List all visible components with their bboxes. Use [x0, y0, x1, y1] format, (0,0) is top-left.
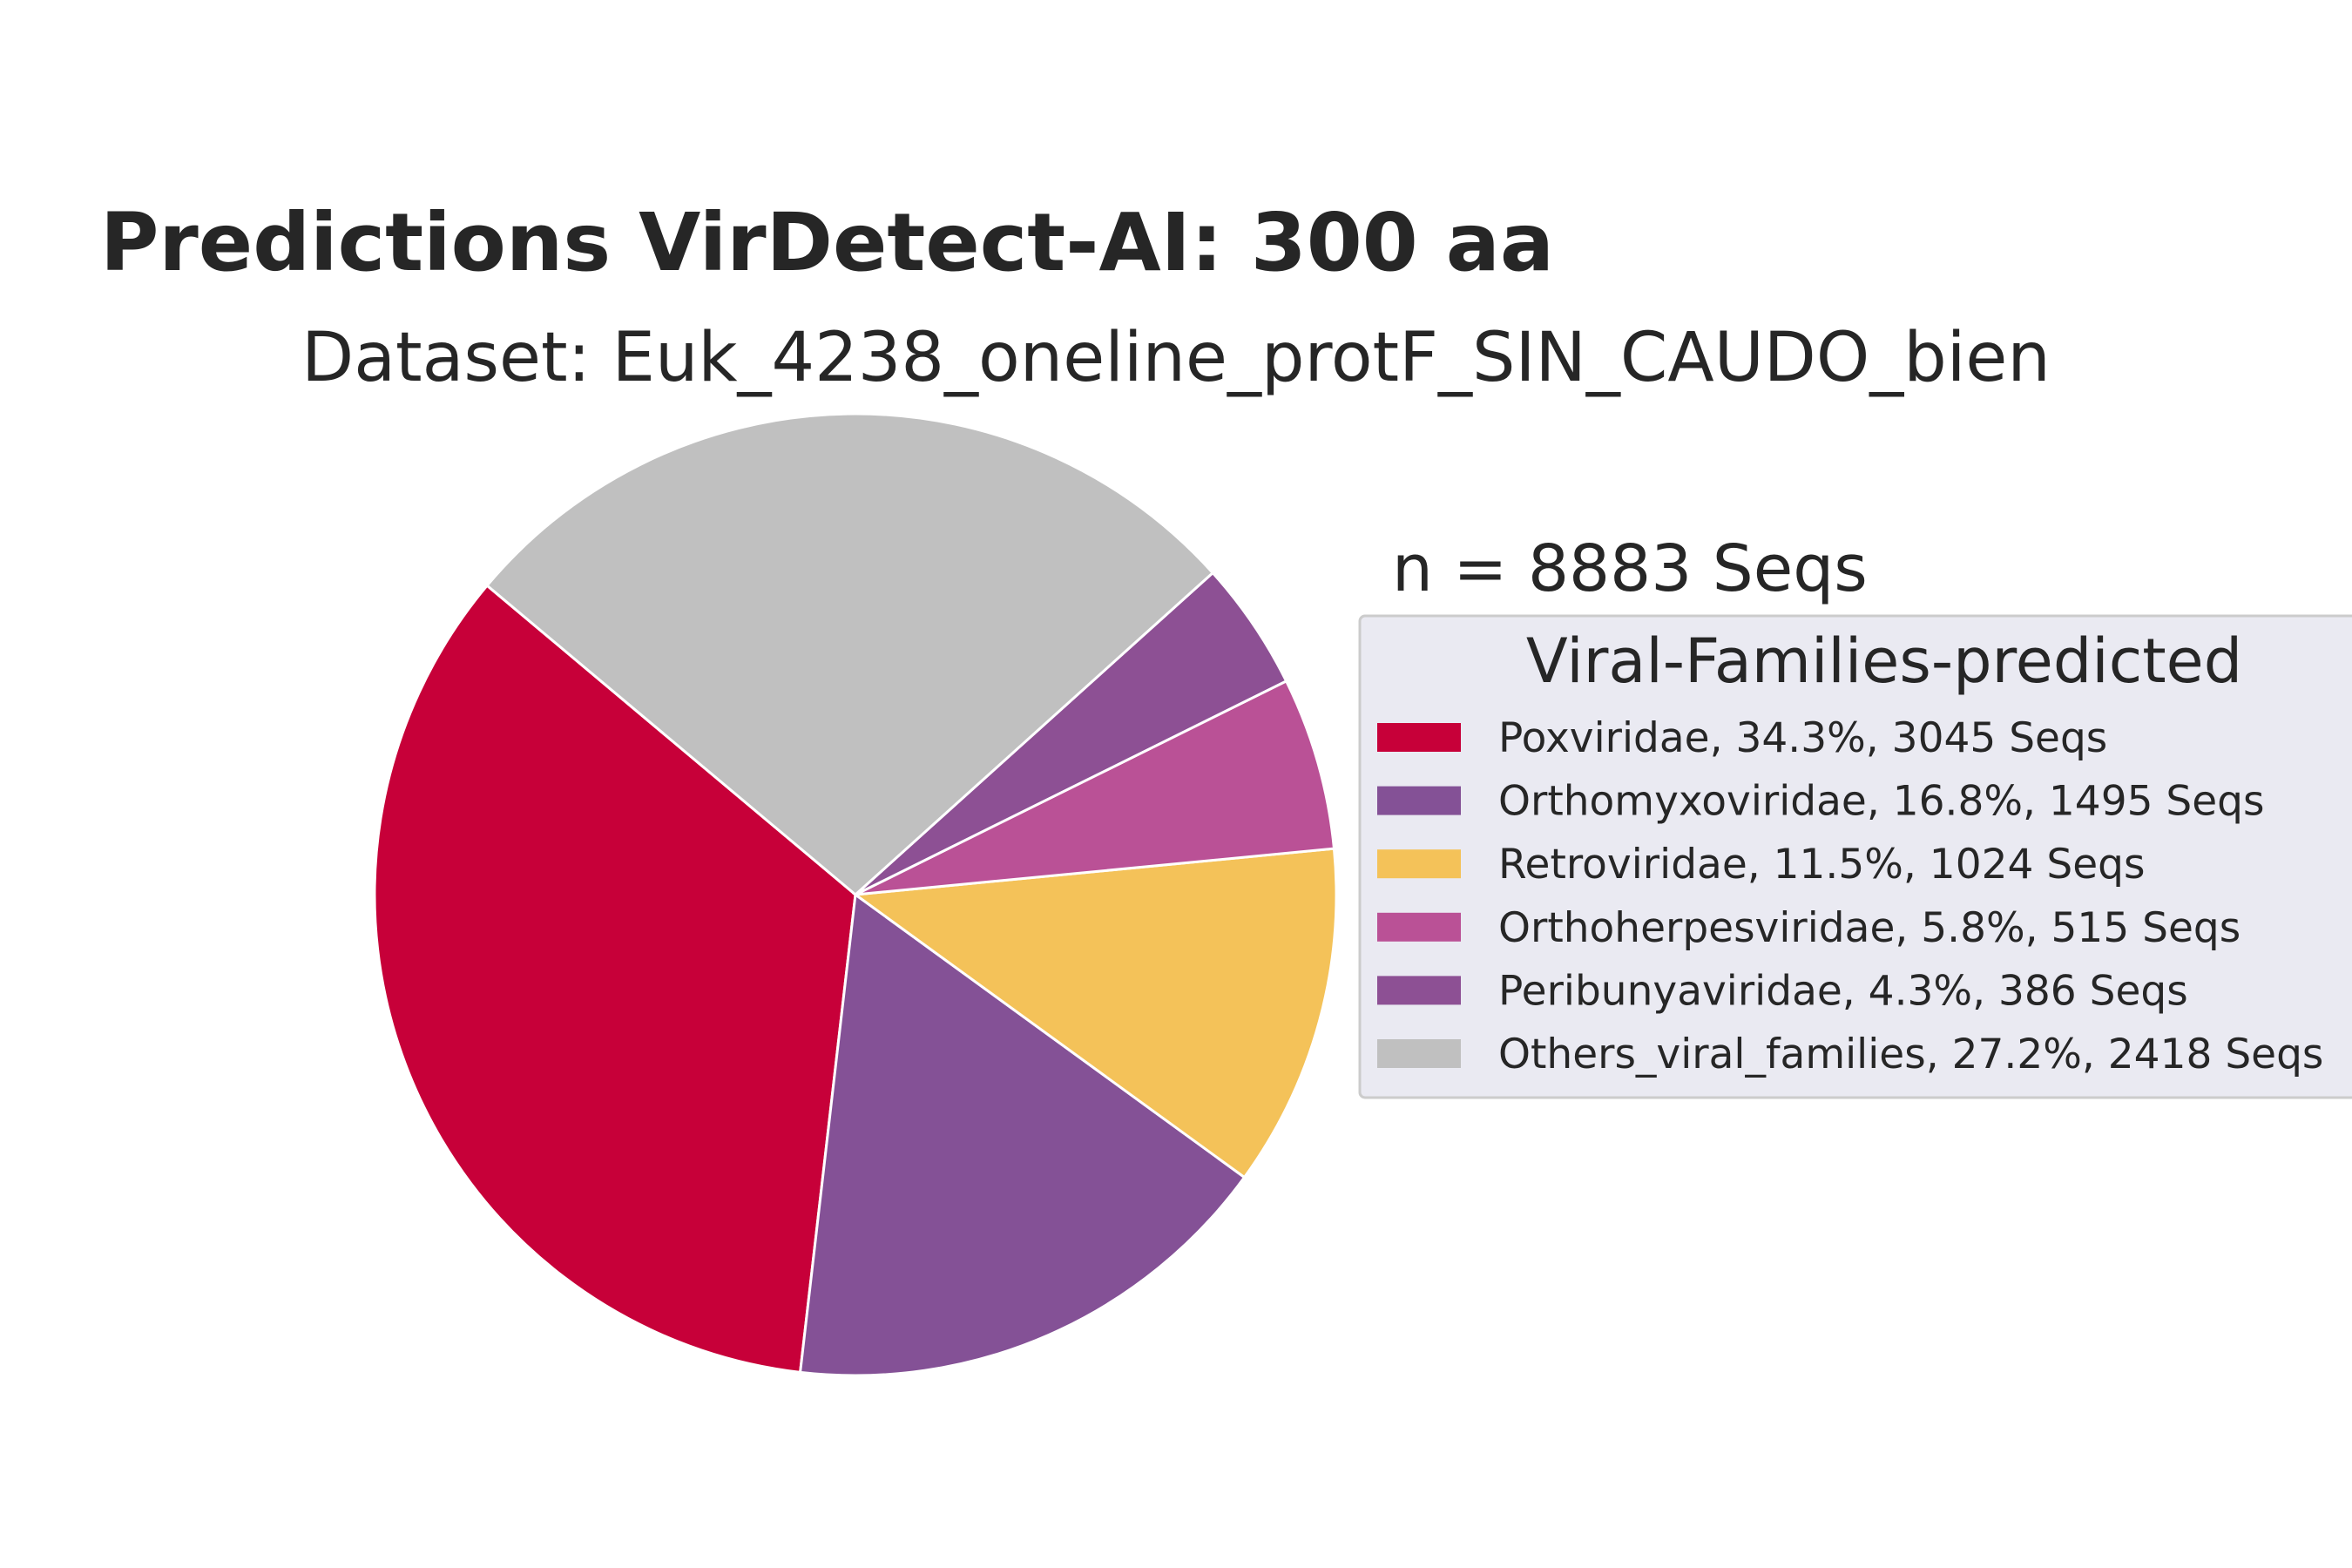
legend-item: Poxviridae, 34.3%, 3045 Seqs: [1377, 714, 2107, 762]
legend-swatch: [1377, 976, 1461, 1005]
chart-subtitle: Dataset: Euk_4238_oneline_protF_SIN_CAUD…: [301, 319, 2051, 397]
legend-item: Orthoherpesviridae, 5.8%, 515 Seqs: [1377, 904, 2240, 952]
legend-label: Poxviridae, 34.3%, 3045 Seqs: [1498, 714, 2107, 762]
chart-title: Predictions VirDetect-AI: 300 aa: [100, 196, 1554, 289]
legend-swatch: [1377, 786, 1461, 815]
pie-slice-retroviridae: [851, 847, 1338, 1179]
legend-items: Poxviridae, 34.3%, 3045 Seqs Orthomyxovir…: [1377, 714, 2323, 1078]
legend-item: Retroviridae, 11.5%, 1024 Seqs: [1377, 841, 2145, 889]
legend-swatch: [1377, 1039, 1461, 1068]
legend-label: Retroviridae, 11.5%, 1024 Seqs: [1498, 841, 2145, 889]
total-count-annotation: n = 8883 Seqs: [1392, 531, 1868, 606]
pie-slice-others-viral-families: [485, 412, 1215, 896]
legend-label: Orthomyxoviridae, 16.8%, 1495 Seqs: [1498, 778, 2265, 826]
legend-box: [1358, 614, 2352, 1099]
legend: Viral-Families-predicted Poxviridae, 34.…: [1358, 614, 2352, 1099]
legend-swatch: [1377, 849, 1461, 879]
legend-item: Peribunyaviridae, 4.3%, 386 Seqs: [1377, 967, 2188, 1015]
legend-swatch: [1377, 723, 1461, 752]
legend-label: Peribunyaviridae, 4.3%, 386 Seqs: [1498, 967, 2188, 1015]
pie-slices: [373, 412, 1338, 1377]
legend-item: Others_viral_families, 27.2%, 2418 Seqs: [1377, 1031, 2323, 1078]
legend-swatch: [1377, 912, 1461, 942]
pie-slice-orthomyxoviridae: [798, 892, 1247, 1377]
legend-item: Orthomyxoviridae, 16.8%, 1495 Seqs: [1377, 778, 2265, 826]
legend-title: Viral-Families-predicted: [1526, 625, 2242, 697]
legend-label: Others_viral_families, 27.2%, 2418 Seqs: [1498, 1031, 2323, 1078]
legend-label: Orthoherpesviridae, 5.8%, 515 Seqs: [1498, 904, 2240, 952]
pie-slice-orthoherpesviridae: [855, 679, 1336, 896]
pie-slice-poxviridae: [373, 584, 857, 1375]
